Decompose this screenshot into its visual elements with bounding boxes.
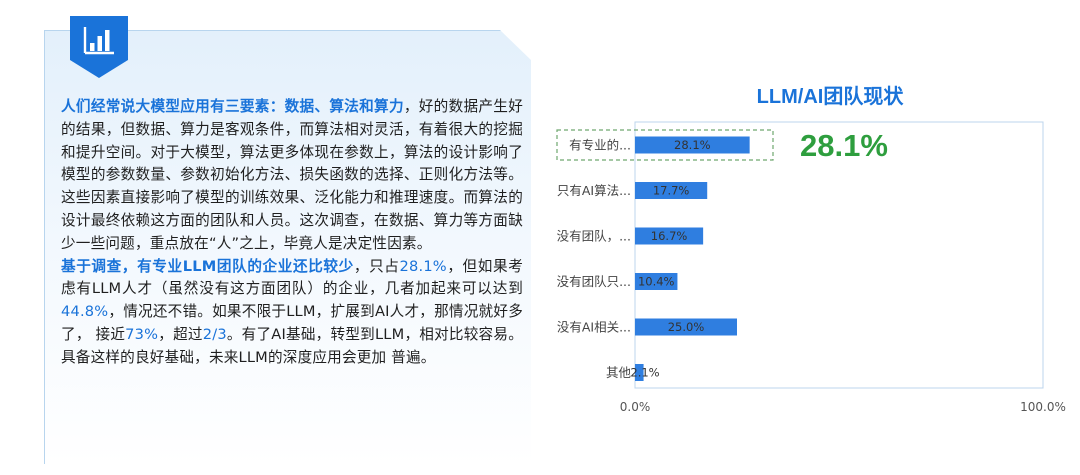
badge — [70, 16, 128, 78]
paragraph1-body: ，好的数据产生好的结果，但数据、算力是客观条件，而算法相对灵活，有着很大的挖掘和… — [61, 98, 523, 252]
paragraph2-t5: 。有了AI基础，转型到LLM，相对比较容易。具备这样的良好基础，未来LLM的深度… — [61, 325, 523, 366]
stat-73: 73% — [125, 325, 159, 343]
bar-0 — [635, 136, 750, 154]
paragraph2-t1: ，只占 — [353, 257, 400, 275]
category-label-5: 其他 — [606, 365, 632, 380]
value-label-1: 17.7% — [653, 184, 690, 198]
chart-title: LLM/AI团队现状 — [756, 86, 904, 108]
text-panel — [44, 30, 531, 464]
x-tick-label-0: 0.0% — [620, 400, 651, 414]
paragraph2-t4: ，超过 — [158, 325, 203, 343]
value-label-4: 25.0% — [668, 320, 705, 334]
category-label-2: 没有团队，... — [557, 229, 631, 244]
category-label-4: 没有AI相关... — [557, 320, 631, 335]
description-text: 人们经常说大模型应用有三要素：数据、算法和算力，好的数据产生好的结果，但数据、算… — [61, 96, 523, 370]
highlight-box — [556, 129, 774, 161]
value-label-2: 16.7% — [651, 229, 688, 243]
paragraph2-t3: ，情况还不错。如果不限于LLM，扩展到AI人才，那情况就好多了， 接近 — [61, 303, 523, 343]
stat-28-1: 28.1% — [399, 257, 447, 275]
category-label-3: 没有团队只... — [557, 274, 631, 289]
value-label-0: 28.1% — [674, 138, 711, 152]
category-label-1: 只有AI算法... — [557, 183, 631, 198]
paragraph2-lead: 基于调查，有专业LLM团队的企业还比较少 — [61, 257, 354, 275]
bar-chart-icon — [70, 16, 128, 78]
highlight-value: 28.1% — [800, 128, 888, 163]
bar-2 — [635, 227, 704, 245]
bar-1 — [635, 182, 708, 199]
paragraph2-t2: ，但如果考虑有LLM人才（虽然没有这方面团队）的企业，几者加起来可以达到 — [61, 257, 523, 298]
x-tick-label-1: 100.0% — [1020, 400, 1066, 414]
stat-2-3: 2/3 — [202, 325, 227, 343]
value-label-5: 2.1% — [630, 366, 659, 380]
bar-5 — [635, 364, 644, 381]
plot-frame — [634, 121, 1044, 389]
stat-44-8: 44.8% — [61, 303, 109, 321]
paragraph1-lead: 人们经常说大模型应用有三要素：数据、算法和算力 — [61, 98, 404, 115]
bar-4 — [635, 318, 737, 336]
value-label-3: 10.4% — [638, 275, 675, 289]
category-label-0: 有专业的... — [569, 138, 631, 153]
bar-3 — [635, 273, 678, 290]
